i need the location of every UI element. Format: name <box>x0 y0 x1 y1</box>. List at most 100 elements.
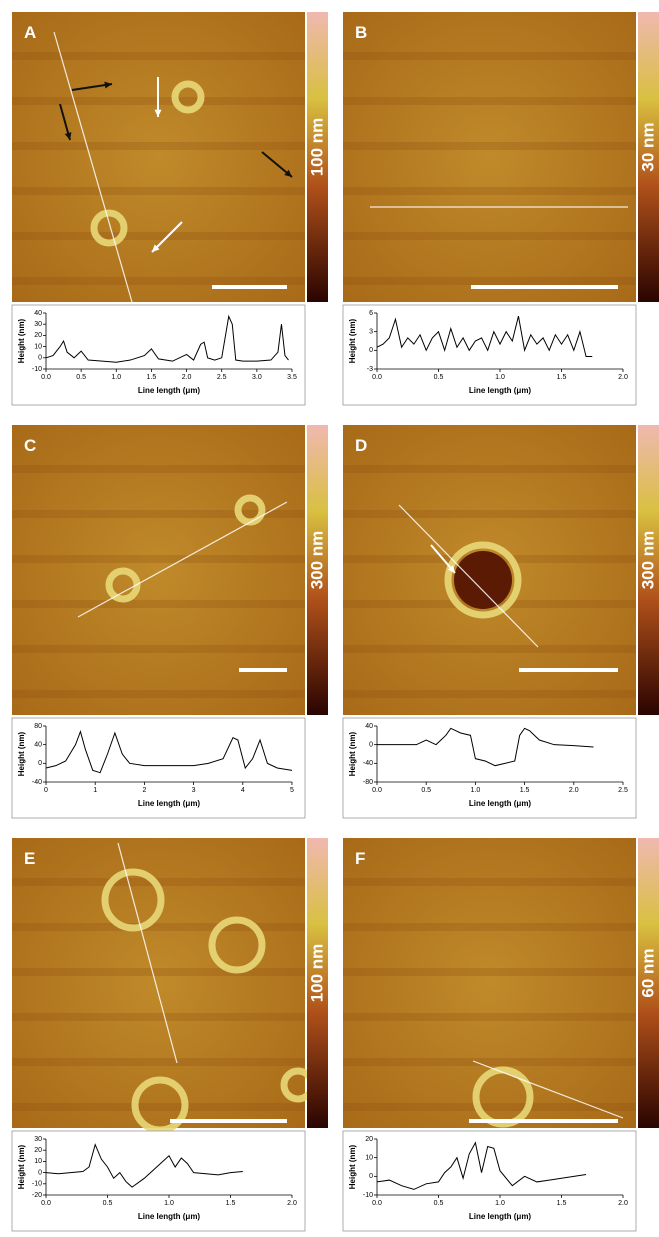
y-tick-label: 80 <box>34 723 42 730</box>
colorbar <box>307 12 328 302</box>
y-axis-label: Height (nm) <box>348 318 357 363</box>
scan-band <box>343 690 636 698</box>
x-tick-label: 1.5 <box>520 787 530 794</box>
x-tick-label: 4 <box>241 787 245 794</box>
x-tick-label: 2.0 <box>182 374 192 381</box>
scan-band <box>12 1013 305 1021</box>
y-tick-label: -10 <box>32 366 42 373</box>
x-tick-label: 3 <box>192 787 196 794</box>
ring <box>444 541 522 619</box>
colorbar <box>638 12 659 302</box>
panel: E 100 nm -20 -10 0 10 20 30 0.0 0.5 1.0 1.5 2.0 Line … <box>11 838 328 1232</box>
scan-band <box>12 277 305 285</box>
x-tick-label: 2.0 <box>287 1200 297 1207</box>
x-tick-label: 0.5 <box>434 374 444 381</box>
x-axis-label: Line length (μm) <box>469 799 532 808</box>
y-tick-label: 0 <box>369 347 373 354</box>
scan-band <box>12 555 305 563</box>
profile-frame <box>11 1130 306 1232</box>
y-tick-label: 40 <box>365 723 373 730</box>
x-tick-label: 2.0 <box>618 374 628 381</box>
colorbar-label: 30 nm <box>638 122 657 171</box>
scan-band <box>343 187 636 195</box>
arrow-head <box>447 565 455 573</box>
y-axis-label: Height (nm) <box>17 1144 26 1189</box>
colorbar-label: 300 nm <box>638 531 657 590</box>
afm-image <box>343 12 636 302</box>
ring <box>472 1066 534 1128</box>
y-tick-label: 0 <box>38 760 42 767</box>
x-axis-label: Line length (μm) <box>138 1212 201 1221</box>
scan-line <box>117 842 178 1064</box>
x-tick-label: 0.5 <box>434 1200 444 1207</box>
x-tick-label: 1.0 <box>164 1200 174 1207</box>
scan-band <box>12 510 305 518</box>
arrow-head <box>64 132 72 140</box>
scan-band <box>12 690 305 698</box>
scan-band <box>343 142 636 150</box>
x-tick-label: 0.0 <box>41 374 51 381</box>
x-tick-label: 1.0 <box>495 374 505 381</box>
y-tick-label: 40 <box>34 310 42 317</box>
x-tick-label: 3.5 <box>287 374 297 381</box>
afm-image <box>12 425 305 715</box>
x-tick-label: 2.0 <box>569 787 579 794</box>
x-tick-label: 0.0 <box>372 374 382 381</box>
profile-frame <box>11 717 306 819</box>
scan-band <box>12 52 305 60</box>
scan-line <box>472 1060 624 1119</box>
pore <box>454 551 512 609</box>
y-axis-label: Height (nm) <box>348 1144 357 1189</box>
x-tick-label: 1.5 <box>147 374 157 381</box>
scan-band <box>343 1103 636 1111</box>
colorbar <box>307 838 328 1128</box>
y-tick-label: -10 <box>32 1181 42 1188</box>
profile-line <box>376 315 593 358</box>
y-axis-label: Height (nm) <box>17 318 26 363</box>
y-tick-label: 20 <box>34 1147 42 1154</box>
scan-band <box>343 52 636 60</box>
colorbar <box>638 838 659 1128</box>
scan-band <box>343 968 636 976</box>
scan-band <box>12 187 305 195</box>
x-tick-label: 2.5 <box>217 374 227 381</box>
x-tick-label: 0 <box>44 787 48 794</box>
arrow-head <box>104 81 112 89</box>
ring <box>171 80 205 114</box>
profile-line <box>377 727 594 767</box>
y-tick-label: 3 <box>369 329 373 336</box>
y-tick-label: 20 <box>365 1136 373 1143</box>
y-tick-label: -80 <box>363 779 373 786</box>
x-tick-label: 0.5 <box>103 1200 113 1207</box>
panel-label: A <box>24 23 36 42</box>
scan-band <box>343 878 636 886</box>
y-tick-label: 0 <box>38 1169 42 1176</box>
scan-line <box>53 31 133 303</box>
scan-band <box>12 1103 305 1111</box>
afm-image <box>343 838 636 1128</box>
scan-band <box>12 465 305 473</box>
panel: D 300 nm -80 -40 0 40 0.0 0.5 1.0 1.5 2.0 2.5 Line l… <box>342 425 659 819</box>
profile-frame <box>11 304 306 406</box>
x-tick-label: 3.0 <box>252 374 262 381</box>
ring <box>131 1076 189 1134</box>
profile-line <box>45 314 289 363</box>
panel-label: D <box>355 436 367 455</box>
x-tick-label: 1 <box>93 787 97 794</box>
panel: B 30 nm -3 0 3 6 0.0 0.5 1.0 1.5 2.0 Line length (μ… <box>342 12 659 406</box>
y-tick-label: 30 <box>34 321 42 328</box>
y-tick-label: 10 <box>34 1158 42 1165</box>
scan-band <box>343 97 636 105</box>
scan-band <box>343 1013 636 1021</box>
y-tick-label: 40 <box>34 742 42 749</box>
scan-band <box>12 600 305 608</box>
x-tick-label: 1.0 <box>111 374 121 381</box>
y-tick-label: 0 <box>369 1173 373 1180</box>
afm-image <box>12 12 305 302</box>
scan-band <box>12 232 305 240</box>
scan-line <box>77 501 288 618</box>
panel-label: E <box>24 849 35 868</box>
ring <box>208 916 266 974</box>
